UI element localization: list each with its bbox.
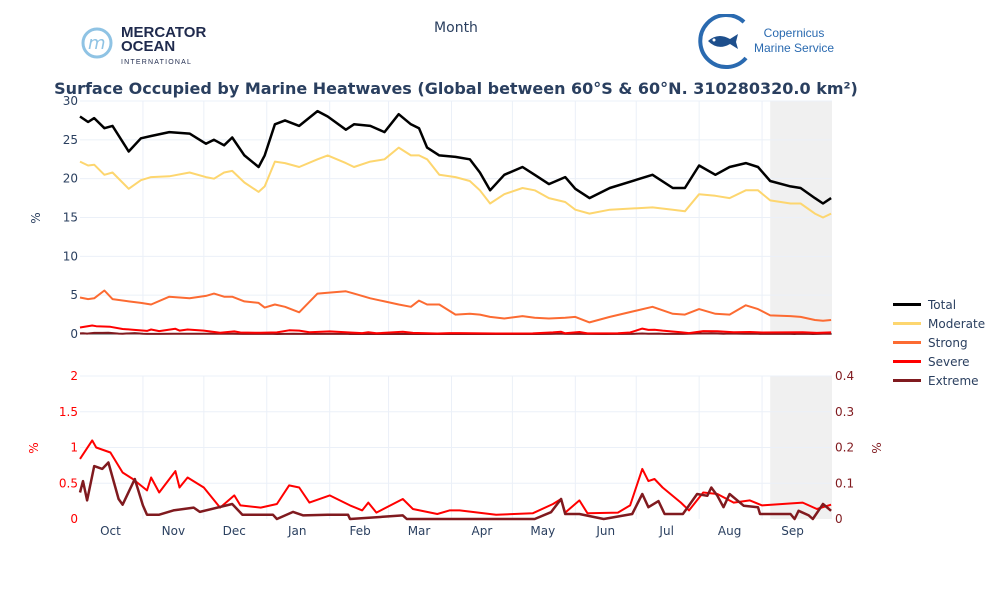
x-tick-label: Nov: [162, 524, 185, 538]
series-extreme-bottom: [78, 461, 832, 521]
y-tick-label: 15: [63, 211, 78, 225]
x-tick-label: Feb: [350, 524, 371, 538]
y-left-tick-label: 0.5: [59, 476, 78, 490]
legend-swatch: [893, 341, 921, 344]
y-right-axis-title: %: [869, 442, 883, 453]
y-tick-label: 25: [63, 133, 78, 147]
x-tick-label: Oct: [100, 524, 121, 538]
y-left-tick-label: 2: [70, 369, 78, 383]
y-left-tick-label: 0: [70, 512, 78, 526]
x-axis-title: Month: [434, 20, 478, 36]
legend-swatch: [893, 303, 921, 306]
legend-item-strong[interactable]: Strong: [893, 333, 985, 352]
x-tick-label: Dec: [223, 524, 246, 538]
legend-swatch: [893, 379, 921, 382]
legend-label: Extreme: [928, 373, 979, 388]
logo-right-line2: Marine Service: [754, 41, 835, 55]
legend-label: Moderate: [928, 316, 986, 331]
logo-right-line1: Copernicus: [763, 26, 825, 40]
y-tick-label: 5: [70, 288, 78, 302]
x-tick-label: Jul: [658, 524, 673, 538]
series-severe-bottom: [79, 439, 832, 516]
mercator-logo-icon: m: [80, 26, 114, 64]
x-tick-label: May: [530, 524, 555, 538]
y-tick-label: 10: [63, 249, 78, 263]
mercator-logo-text: MERCATOR OCEAN INTERNATIONAL: [121, 24, 207, 70]
y-left-tick-label: 1.5: [59, 405, 78, 419]
y-right-tick-label: 0.1: [835, 476, 854, 490]
legend-swatch: [893, 322, 921, 325]
legend-label: Severe: [928, 354, 970, 369]
logo-line2: OCEAN: [121, 38, 176, 55]
svg-text:m: m: [88, 33, 106, 54]
legend-item-moderate[interactable]: Moderate: [893, 314, 985, 333]
x-tick-label: Jan: [287, 524, 307, 538]
y-right-tick-label: 0.3: [835, 405, 854, 419]
y-tick-label: 30: [63, 94, 78, 108]
series-strong: [79, 289, 832, 324]
y-tick-label: 0: [70, 327, 78, 341]
logo-line3: INTERNATIONAL: [121, 59, 193, 66]
legend: Total Moderate Strong Severe Extreme: [893, 295, 985, 390]
y-right-tick-label: 0.2: [835, 441, 854, 455]
series-total: [79, 109, 832, 205]
copernicus-logo-icon: [696, 13, 752, 74]
chart-title: Surface Occupied by Marine Heatwaves (Gl…: [54, 79, 858, 98]
legend-item-total[interactable]: Total: [893, 295, 985, 314]
x-tick-label: Sep: [781, 524, 804, 538]
y-left-axis-title: %: [27, 442, 41, 453]
y-right-tick-label: 0: [835, 512, 843, 526]
logo-line1: MERCATOR: [121, 24, 207, 41]
y-axis-title: %: [29, 212, 43, 223]
x-tick-label: Apr: [472, 524, 493, 538]
x-tick-label: Jun: [595, 524, 615, 538]
legend-item-severe[interactable]: Severe: [893, 352, 985, 371]
y-left-tick-label: 1: [70, 441, 78, 455]
legend-item-extreme[interactable]: Extreme: [893, 371, 985, 390]
legend-swatch: [893, 360, 921, 363]
x-tick-label: Aug: [718, 524, 741, 538]
copernicus-logo-text: Copernicus Marine Service: [754, 26, 834, 56]
y-tick-label: 20: [63, 172, 78, 186]
legend-label: Strong: [928, 335, 968, 350]
series-severe-top: [79, 324, 832, 335]
series-moderate: [79, 146, 832, 219]
x-tick-label: Mar: [408, 524, 431, 538]
y-right-tick-label: 0.4: [835, 369, 854, 383]
legend-label: Total: [928, 297, 957, 312]
